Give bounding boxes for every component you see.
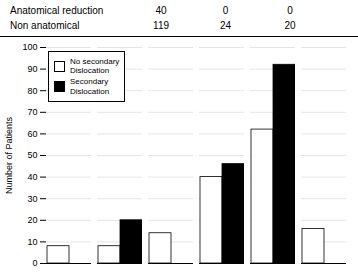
html-text:40: 40 — [155, 5, 167, 16]
html-text:119: 119 — [153, 20, 170, 31]
svg-text:70: 70 — [27, 107, 37, 117]
html-text:24: 24 — [220, 20, 232, 31]
svg-text:10: 10 — [27, 237, 37, 247]
svg-text:20: 20 — [27, 215, 37, 225]
svg-text:Number of Patients: Number of Patients — [4, 116, 14, 194]
html-text:Secondary Dislocation: Secondary Dislocation — [70, 77, 110, 96]
svg-text:40: 40 — [27, 172, 37, 182]
svg-text:50: 50 — [27, 150, 37, 160]
html-text:20: 20 — [284, 20, 296, 31]
html-text:Anatomical reduction: Anatomical reduction — [10, 5, 104, 16]
svg-text:80: 80 — [27, 86, 37, 96]
html-text:0: 0 — [287, 5, 293, 16]
svg-text:60: 60 — [27, 129, 37, 139]
svg-text:90: 90 — [27, 64, 37, 74]
html-text:0: 0 — [222, 5, 229, 16]
html-text:No secondary Dislocation: No secondary Dislocation — [70, 57, 120, 76]
html-text:Non anatomical: Non anatomical — [10, 20, 80, 31]
svg-text:0: 0 — [32, 258, 37, 268]
svg-text:100: 100 — [22, 42, 37, 52]
svg-text:30: 30 — [27, 194, 37, 204]
